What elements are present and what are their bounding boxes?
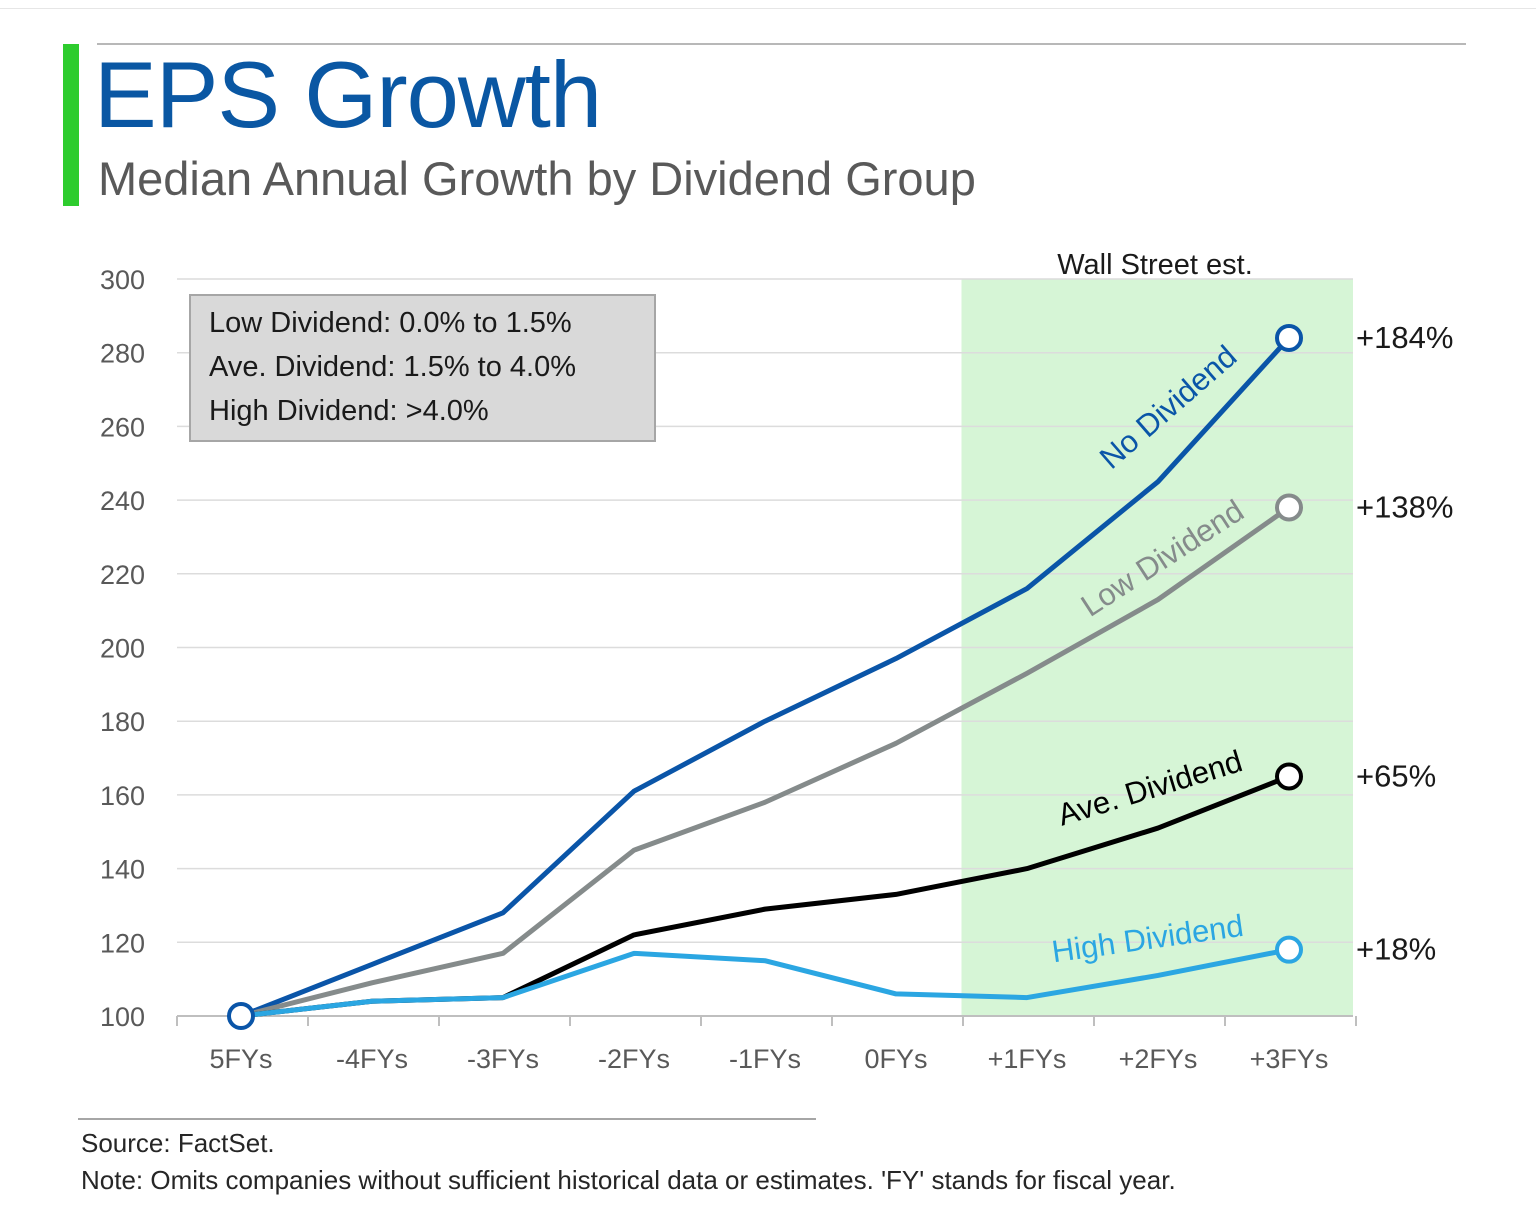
y-tick-label: 140 [100, 855, 145, 885]
definition-box-line: High Dividend: >4.0% [209, 395, 489, 427]
x-tick-label: -3FYs [467, 1044, 539, 1074]
legend-box-layer: Low Dividend: 0.0% to 1.5% Ave. Dividend:… [189, 294, 656, 442]
series-line [238, 947, 1292, 1019]
y-tick-label: 240 [100, 486, 145, 516]
x-tick-label: -2FYs [598, 1044, 670, 1074]
y-tick-label: 180 [100, 707, 145, 737]
x-tick-label: +3FYs [1250, 1044, 1329, 1074]
x-tick-label: +1FYs [988, 1044, 1067, 1074]
top-divider [0, 8, 1536, 9]
series-line [238, 504, 1292, 1019]
estimate-region-label: Wall Street est. [1057, 249, 1253, 281]
y-tick-label: 200 [100, 634, 145, 664]
x-tick-label: 5FYs [209, 1044, 272, 1074]
series-end-value-label: +65% [1356, 758, 1436, 793]
title-accent-bar [63, 44, 79, 206]
y-tick-label: 220 [100, 560, 145, 590]
x-tick-label: 0FYs [864, 1044, 927, 1074]
series-end-marker [1275, 935, 1303, 964]
y-tick-label: 260 [100, 412, 145, 442]
title-divider [97, 43, 1466, 45]
series-end-value-label: +184% [1356, 320, 1453, 355]
x-tick-label: +2FYs [1119, 1044, 1198, 1074]
footnote: Note: Omits companies without sufficient… [81, 1165, 1176, 1195]
definition-box-line: Ave. Dividend: 1.5% to 4.0% [209, 351, 576, 383]
y-tick-label: 300 [100, 265, 145, 295]
estimate-region-layer: Wall Street est. [961, 249, 1353, 1016]
x-tick-label: -1FYs [729, 1044, 801, 1074]
chart-subtitle: Median Annual Growth by Dividend Group [98, 152, 976, 205]
axes-layer: 100 120 140 160 180 200 220 240 260 280 300 5FYs -4F… [100, 265, 1357, 1074]
gridlines-layer [177, 278, 1353, 944]
definition-box [189, 294, 656, 442]
series-line [238, 335, 1292, 1019]
x-tick-label: -4FYs [336, 1044, 408, 1074]
series-layer [227, 323, 1303, 1030]
footer-divider [78, 1118, 816, 1120]
series-end-value-label: +138% [1356, 489, 1453, 524]
y-tick-label: 120 [100, 928, 145, 958]
source-note: Source: FactSet. [81, 1128, 275, 1158]
series-start-marker [227, 1002, 255, 1030]
series-end-value-label: +18% [1356, 932, 1436, 967]
y-tick-label: 100 [100, 1002, 145, 1032]
series-end-marker [1275, 493, 1303, 522]
y-tick-label: 280 [100, 339, 145, 369]
series-end-marker [1275, 323, 1303, 352]
chart-title: EPS Growth [94, 42, 602, 147]
definition-box-line: Low Dividend: 0.0% to 1.5% [209, 307, 572, 339]
y-tick-label: 160 [100, 781, 145, 811]
series-end-marker [1275, 762, 1303, 791]
